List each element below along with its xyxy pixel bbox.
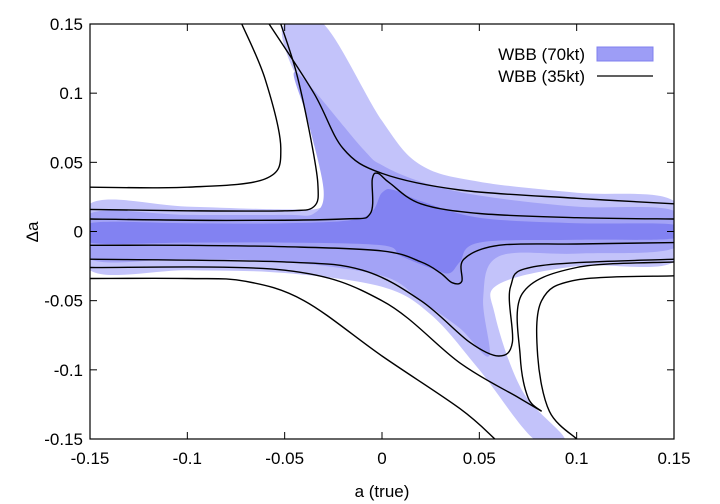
y-tick-labels: 0.15 0.1 0.05 0 -0.05 -0.1 -0.15 [44, 15, 83, 449]
legend-label-35kt: WBB (35kt) [498, 67, 585, 86]
x-tick-label: -0.1 [173, 449, 202, 468]
y-tick-label: -0.05 [44, 292, 83, 311]
x-tick-label: 0 [377, 449, 386, 468]
y-tick-label: 0.1 [59, 84, 83, 103]
y-tick-label: -0.15 [44, 430, 83, 449]
contour-35kt-curve-5 [90, 258, 674, 357]
contour-70kt-level-1-region-0 [90, 189, 674, 274]
y-tick-label: -0.1 [54, 361, 83, 380]
contour-35kt-curve-2 [90, 24, 319, 212]
x-tick-label: 0.15 [657, 449, 690, 468]
x-axis-label: a (true) [355, 482, 410, 501]
contour-35kt-curve-9 [90, 266, 542, 412]
contour-35kt-curve-8 [516, 261, 674, 412]
legend-label-70kt: WBB (70kt) [498, 45, 585, 64]
y-axis-label: Δa [23, 221, 42, 242]
legend-swatch-70kt [596, 46, 654, 62]
contour-35kt-curve-3 [90, 172, 674, 222]
contour-35kt-curve-7 [535, 275, 674, 439]
y-tick-label: 0.15 [50, 15, 83, 34]
legend: WBB (70kt) WBB (35kt) [498, 45, 654, 86]
axis-ticks [89, 23, 675, 440]
x-tick-label: 0.05 [463, 449, 496, 468]
filled-contours-70kt [90, 24, 674, 439]
x-tick-label: -0.05 [265, 449, 304, 468]
contour-35kt-curve-4 [90, 241, 674, 285]
contour-35kt-curve-0 [90, 24, 282, 189]
x-tick-labels: -0.15 -0.1 -0.05 0 0.05 0.1 0.15 [71, 449, 691, 468]
line-contours-35kt [90, 24, 674, 439]
contour-35kt-curve-1 [268, 24, 674, 205]
x-tick-label: 0.1 [565, 449, 589, 468]
y-tick-label: 0 [74, 223, 83, 242]
x-tick-label: -0.15 [71, 449, 110, 468]
y-tick-label: 0.05 [50, 153, 83, 172]
contour-35kt-curve-6 [90, 277, 496, 439]
